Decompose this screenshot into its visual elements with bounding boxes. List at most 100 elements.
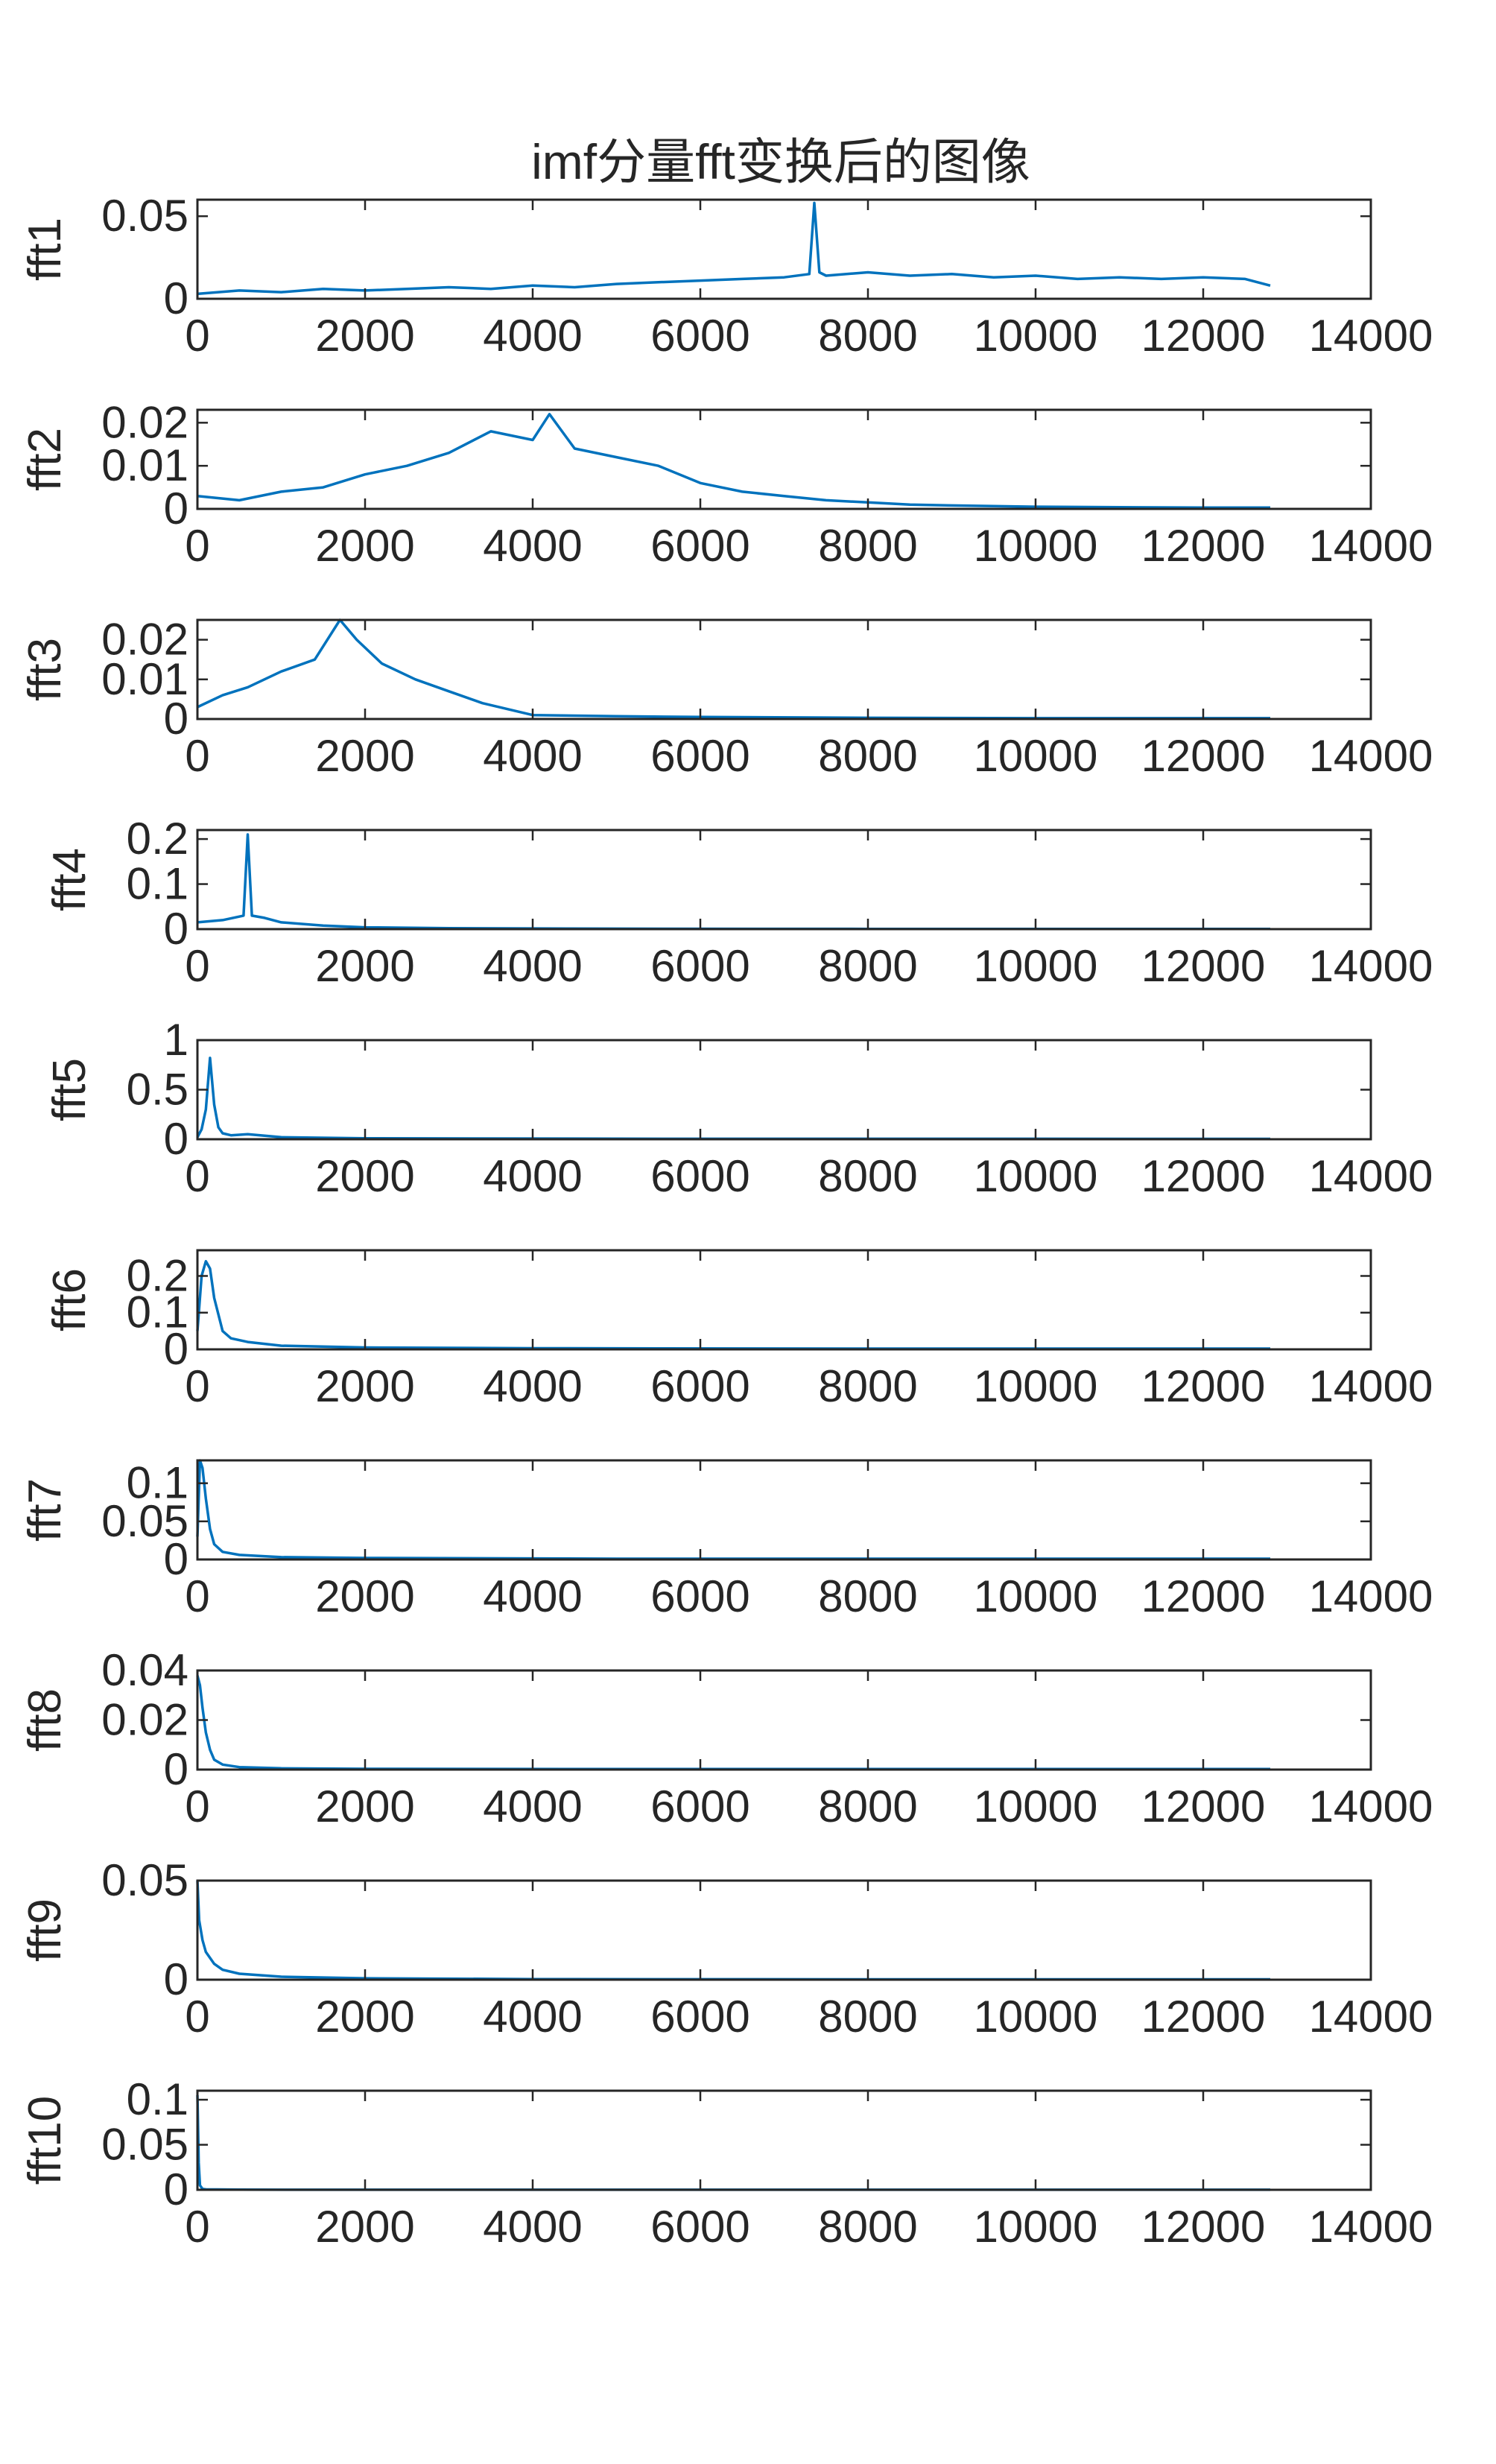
subplot-3: 0 2000 4000 6000 8000 10000 12000 1400000.010.0… [19,615,1433,781]
x-tick-label: 12000 [1141,1571,1266,1621]
y-tick-label: 0.01 [101,654,188,704]
x-tick-label: 10000 [974,1571,1098,1621]
y-axis-label: fft4 [44,848,95,911]
x-tick-label: 10000 [974,1992,1098,2042]
x-tick-label: 0 [185,1361,209,1411]
axes-box [196,1459,1372,1561]
y-tick-label: 0.05 [101,1496,188,1546]
y-tick-label: 0.1 [127,859,188,909]
x-tick-label: 12000 [1141,1361,1266,1411]
series-line-fft4 [197,833,1271,931]
subplot-5: 0 2000 4000 6000 8000 10000 12000 1400000.51fft… [44,1015,1433,1201]
x-tick-label: 10000 [974,311,1098,361]
x-tick-label: 2000 [315,1151,414,1201]
x-tick-label: 4000 [483,941,582,991]
series-line-fft1 [197,201,1271,296]
x-tick-label: 12000 [1141,1151,1266,1201]
x-tick-label: 2000 [315,731,414,781]
x-tick-label: 4000 [483,1151,582,1201]
x-tick-label: 6000 [650,1782,749,1831]
axes-box [196,618,1372,720]
x-tick-label: 10000 [974,1782,1098,1831]
y-tick-label: 0.05 [101,191,188,241]
x-tick-label: 4000 [483,1361,582,1411]
x-tick-label: 4000 [483,1992,582,2042]
x-tick-label: 12000 [1141,1992,1266,2042]
y-axis-label: fft9 [19,1898,71,1962]
x-tick-label: 2000 [315,941,414,991]
axes-box [196,198,1372,300]
x-tick-label: 12000 [1141,731,1266,781]
x-tick-label: 0 [185,311,209,361]
y-axis-label: fft8 [19,1688,71,1752]
x-tick-label: 8000 [818,2202,917,2252]
x-tick-label: 14000 [1309,1992,1433,2042]
x-tick-label: 2000 [315,1571,414,1621]
x-tick-label: 6000 [650,731,749,781]
y-tick-label: 0 [164,904,188,954]
x-tick-label: 10000 [974,1361,1098,1411]
y-axis-label: fft5 [44,1058,95,1121]
x-tick-label: 0 [185,521,209,571]
y-tick-label: 0.02 [101,1695,188,1745]
subplot-7: 0 2000 4000 6000 8000 10000 12000 1400000.050.1… [19,1458,1433,1621]
y-tick-label: 0.5 [127,1065,188,1115]
x-tick-label: 6000 [650,1151,749,1201]
subplot-4: 0 2000 4000 6000 8000 10000 12000 1400000.10.2f… [44,814,1433,991]
y-tick-label: 0 [164,694,188,744]
x-tick-label: 2000 [315,1361,414,1411]
x-tick-label: 10000 [974,731,1098,781]
y-tick-label: 0.05 [101,2120,188,2170]
x-tick-label: 0 [185,941,209,991]
x-tick-label: 8000 [818,311,917,361]
x-tick-label: 2000 [315,311,414,361]
x-tick-label: 14000 [1309,1151,1433,1201]
x-tick-label: 4000 [483,1571,582,1621]
series-line-fft6 [196,1260,1270,1350]
y-tick-label: 0 [164,1534,188,1584]
y-tick-label: 0.05 [101,1855,188,1905]
x-tick-label: 6000 [650,941,749,991]
x-tick-label: 8000 [818,941,917,991]
y-axis-label: fft1 [19,218,71,281]
series-line-fft8 [196,1675,1270,1771]
x-tick-label: 4000 [483,2202,582,2252]
x-tick-label: 4000 [483,731,582,781]
y-tick-label: 0 [164,1114,188,1164]
y-tick-label: 0.1 [127,1458,188,1508]
x-tick-label: 14000 [1309,2202,1433,2252]
x-tick-label: 0 [185,1151,209,1201]
y-tick-label: 0.2 [127,814,188,864]
x-tick-label: 10000 [974,941,1098,991]
x-tick-label: 12000 [1141,941,1266,991]
subplot-2: 0 2000 4000 6000 8000 10000 12000 1400000.010.0… [19,397,1433,571]
x-tick-label: 14000 [1309,731,1433,781]
y-tick-label: 0 [164,484,188,533]
x-tick-label: 14000 [1309,1782,1433,1831]
x-tick-label: 6000 [650,2202,749,2252]
x-tick-label: 0 [185,1571,209,1621]
x-tick-label: 10000 [974,2202,1098,2252]
axes-box [196,1669,1372,1771]
x-tick-label: 12000 [1141,521,1266,571]
y-tick-label: 0 [164,273,188,323]
x-tick-label: 6000 [650,1571,749,1621]
y-tick-label: 0 [164,1744,188,1794]
x-tick-label: 8000 [818,731,917,781]
x-tick-label: 0 [185,1992,209,2042]
series-line-fft5 [196,1057,1271,1141]
axes-box [196,1879,1372,1981]
axes-box [196,1039,1372,1141]
series-line-fft10 [196,2094,1270,2191]
series-line-fft2 [197,413,1270,510]
x-tick-label: 8000 [818,1992,917,2042]
x-tick-label: 2000 [315,1992,414,2042]
y-tick-label: 0 [164,1954,188,2004]
y-tick-label: 0.04 [101,1645,188,1695]
x-tick-label: 0 [185,2202,209,2252]
x-tick-label: 6000 [650,311,749,361]
x-tick-label: 8000 [818,521,917,571]
subplots-group: 0 2000 4000 6000 8000 10000 12000 1400000.05fft… [19,191,1433,2252]
y-tick-label: 0.2 [127,1250,188,1300]
x-tick-label: 8000 [818,1151,917,1201]
